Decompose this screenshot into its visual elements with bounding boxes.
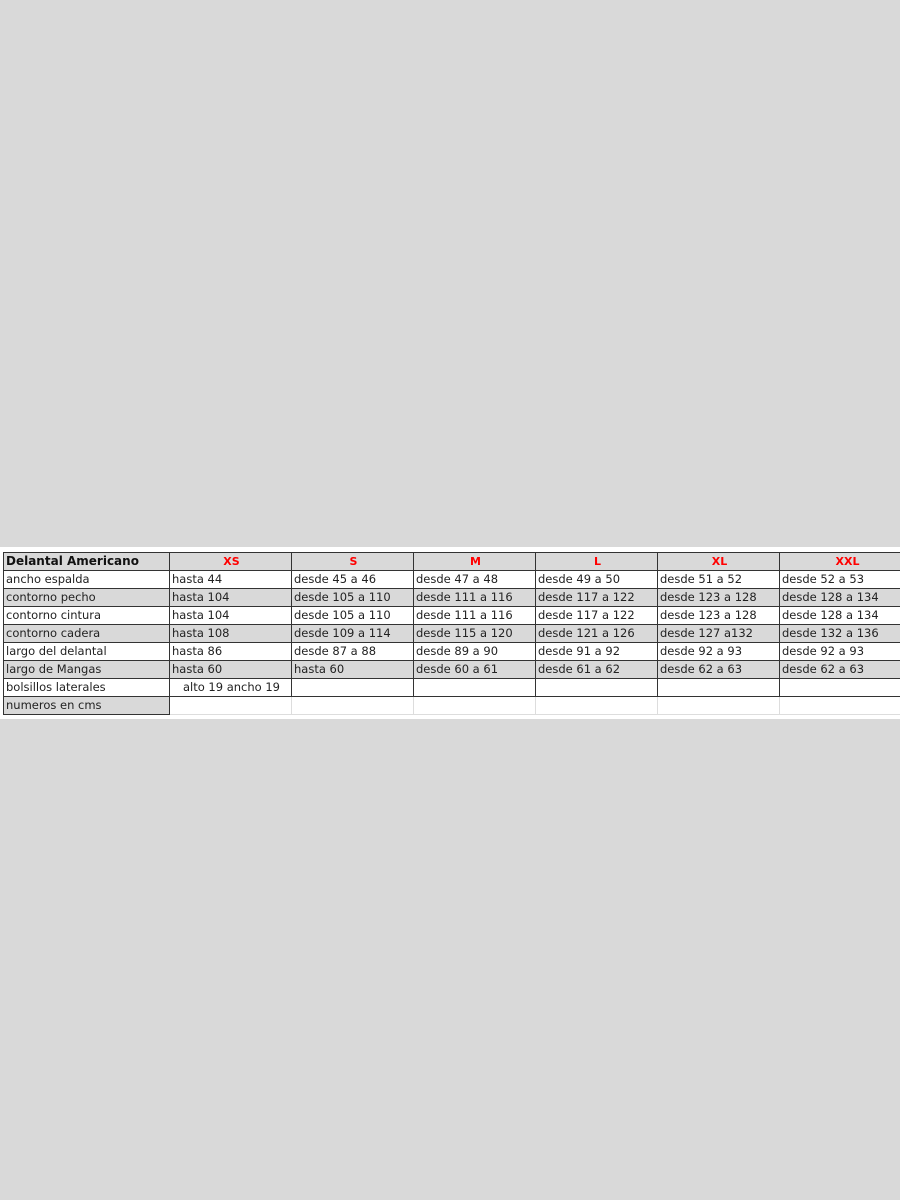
cell[interactable]: desde 123 a 128 [657,606,780,625]
cell[interactable]: desde 60 a 61 [413,660,536,679]
cell[interactable] [535,696,658,715]
cell[interactable] [291,678,414,697]
table-row: largo de Mangas hasta 60 hasta 60 desde 60 … [3,660,900,679]
size-header[interactable]: S [291,552,414,571]
cell[interactable]: desde 51 a 52 [657,570,780,589]
cell[interactable]: desde 105 a 110 [291,606,414,625]
table-title[interactable]: Delantal Americano [3,552,170,571]
cell[interactable] [779,696,900,715]
cell[interactable] [657,678,780,697]
cell[interactable] [413,678,536,697]
row-label[interactable]: contorno cadera [3,624,170,643]
cell[interactable]: desde 92 a 93 [657,642,780,661]
cell[interactable]: desde 61 a 62 [535,660,658,679]
cell[interactable]: desde 111 a 116 [413,588,536,607]
row-label[interactable]: largo de Mangas [3,660,170,679]
cell[interactable]: desde 62 a 63 [779,660,900,679]
cell[interactable]: desde 123 a 128 [657,588,780,607]
cell[interactable]: desde 92 a 93 [779,642,900,661]
cell[interactable] [169,696,292,715]
table-row: contorno cintura hasta 104 desde 105 a 110… [3,606,900,625]
cell[interactable]: hasta 108 [169,624,292,643]
cell[interactable]: desde 117 a 122 [535,606,658,625]
spreadsheet-area: Delantal Americano XS S M L XL XXL ancho… [0,547,900,719]
cell[interactable]: alto 19 ancho 19 [169,678,292,697]
table-row: contorno cadera hasta 108 desde 109 a 114 d… [3,624,900,643]
cell[interactable]: desde 91 a 92 [535,642,658,661]
header-row: Delantal Americano XS S M L XL XXL [3,552,900,571]
cell[interactable]: hasta 104 [169,588,292,607]
cell[interactable]: desde 127 a132 [657,624,780,643]
cell[interactable] [657,696,780,715]
cell[interactable]: desde 89 a 90 [413,642,536,661]
table-row: ancho espalda hasta 44 desde 45 a 46 desde … [3,570,900,589]
cell[interactable]: desde 121 a 126 [535,624,658,643]
cell[interactable]: hasta 44 [169,570,292,589]
cell[interactable]: desde 109 a 114 [291,624,414,643]
cell[interactable]: hasta 60 [291,660,414,679]
cell[interactable] [535,678,658,697]
cell[interactable] [291,696,414,715]
size-header[interactable]: M [413,552,536,571]
cell[interactable]: hasta 60 [169,660,292,679]
cell[interactable]: hasta 86 [169,642,292,661]
cell[interactable]: desde 115 a 120 [413,624,536,643]
note-row: numeros en cms [3,696,900,715]
row-label[interactable]: bolsillos laterales [3,678,170,697]
table-row: contorno pecho hasta 104 desde 105 a 110 de… [3,588,900,607]
cell[interactable]: desde 47 a 48 [413,570,536,589]
row-label[interactable]: ancho espalda [3,570,170,589]
cell[interactable]: desde 128 a 134 [779,606,900,625]
cell[interactable]: desde 87 a 88 [291,642,414,661]
note-label[interactable]: numeros en cms [3,696,170,715]
size-header[interactable]: XXL [779,552,900,571]
cell[interactable]: desde 128 a 134 [779,588,900,607]
cell[interactable] [779,678,900,697]
row-label[interactable]: contorno pecho [3,588,170,607]
cell[interactable]: desde 62 a 63 [657,660,780,679]
pockets-row: bolsillos laterales alto 19 ancho 19 [3,678,900,697]
size-header[interactable]: XL [657,552,780,571]
size-header[interactable]: L [535,552,658,571]
row-label[interactable]: contorno cintura [3,606,170,625]
cell[interactable] [413,696,536,715]
size-header[interactable]: XS [169,552,292,571]
row-label[interactable]: largo del delantal [3,642,170,661]
table-row: largo del delantal hasta 86 desde 87 a 88 d… [3,642,900,661]
cell[interactable]: desde 132 a 136 [779,624,900,643]
cell[interactable]: desde 52 a 53 [779,570,900,589]
cell[interactable]: desde 117 a 122 [535,588,658,607]
cell[interactable]: hasta 104 [169,606,292,625]
cell[interactable]: desde 49 a 50 [535,570,658,589]
cell[interactable]: desde 105 a 110 [291,588,414,607]
size-chart-table: Delantal Americano XS S M L XL XXL ancho… [3,552,900,715]
cell[interactable]: desde 45 a 46 [291,570,414,589]
cell[interactable]: desde 111 a 116 [413,606,536,625]
